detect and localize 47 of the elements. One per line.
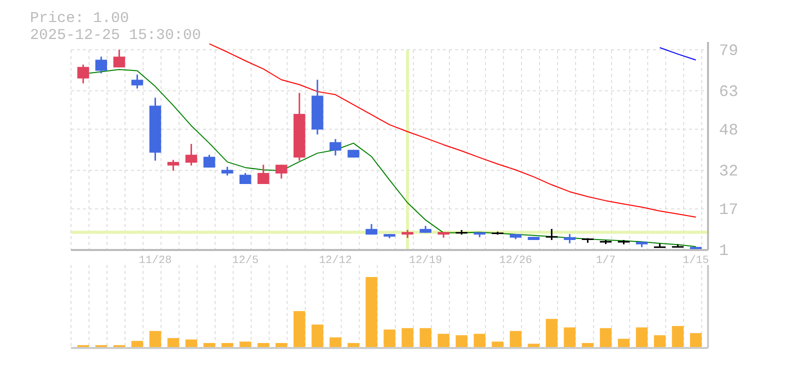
bar bbox=[546, 318, 558, 348]
bar bbox=[384, 330, 396, 348]
line-series bbox=[208, 43, 696, 218]
bar bbox=[600, 328, 612, 348]
bar bbox=[456, 335, 468, 348]
candlestick bbox=[95, 56, 108, 74]
y-tick-label: 63 bbox=[719, 82, 738, 101]
candlestick bbox=[131, 74, 144, 90]
x-tick-label: 1/15 bbox=[682, 254, 710, 267]
y-tick-label: 17 bbox=[719, 201, 738, 220]
candlestick bbox=[113, 48, 126, 68]
candlestick bbox=[276, 164, 288, 180]
y-tick-label: 1 bbox=[719, 242, 729, 260]
bar bbox=[312, 324, 324, 348]
bar bbox=[564, 327, 576, 348]
y-tick-label: 79 bbox=[719, 42, 738, 60]
bar bbox=[654, 335, 666, 348]
x-tick-label: 12/26 bbox=[499, 254, 532, 267]
y-tick-label: 48 bbox=[719, 121, 738, 140]
candlestick bbox=[330, 138, 342, 156]
candlestick bbox=[203, 154, 216, 168]
chart-subtitle: 2025-12-25 15:30:00 bbox=[30, 27, 202, 44]
candlestick bbox=[258, 164, 270, 185]
bar bbox=[366, 277, 378, 348]
candlestick bbox=[564, 233, 576, 244]
bar bbox=[420, 328, 432, 348]
bar bbox=[402, 328, 414, 348]
bar bbox=[149, 330, 162, 348]
x-tick-label: 12/12 bbox=[318, 254, 352, 267]
chart-title: Price: 1.00 bbox=[30, 10, 130, 27]
x-tick-label: 12/5 bbox=[232, 254, 259, 267]
y-tick-label: 32 bbox=[719, 162, 738, 181]
bar bbox=[438, 334, 450, 348]
candlestick bbox=[185, 143, 198, 166]
bar bbox=[330, 337, 342, 348]
candlestick bbox=[77, 64, 90, 84]
bar bbox=[690, 333, 702, 348]
candlestick bbox=[167, 159, 180, 172]
candlestick bbox=[545, 228, 558, 241]
x-tick-label: 12/19 bbox=[409, 254, 442, 267]
bar bbox=[672, 326, 684, 348]
bar bbox=[636, 327, 648, 348]
bar bbox=[294, 311, 306, 348]
bar bbox=[474, 334, 486, 348]
x-tick-label: 11/28 bbox=[138, 254, 172, 267]
bar bbox=[510, 330, 522, 348]
x-tick-label: 1/7 bbox=[596, 254, 616, 267]
